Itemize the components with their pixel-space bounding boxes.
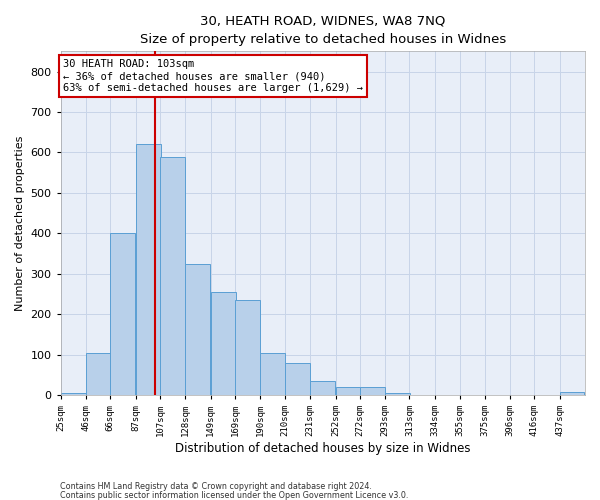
Text: Contains public sector information licensed under the Open Government Licence v3: Contains public sector information licen… [60,490,409,500]
Bar [211,292,236,395]
Title: 30, HEATH ROAD, WIDNES, WA8 7NQ
Size of property relative to detached houses in : 30, HEATH ROAD, WIDNES, WA8 7NQ Size of … [140,15,506,46]
Bar [86,352,111,395]
Bar [160,156,185,395]
Text: 30 HEATH ROAD: 103sqm
← 36% of detached houses are smaller (940)
63% of semi-det: 30 HEATH ROAD: 103sqm ← 36% of detached … [63,60,363,92]
Bar [285,363,310,395]
Text: Contains HM Land Registry data © Crown copyright and database right 2024.: Contains HM Land Registry data © Crown c… [60,482,372,491]
Bar [136,144,161,395]
Bar [360,387,385,395]
Bar [235,300,260,395]
Bar [560,392,584,395]
Bar [385,393,410,395]
X-axis label: Distribution of detached houses by size in Widnes: Distribution of detached houses by size … [175,442,470,455]
Bar [61,393,86,395]
Bar [185,264,210,395]
Y-axis label: Number of detached properties: Number of detached properties [15,136,25,311]
Bar [335,387,361,395]
Bar [310,381,335,395]
Bar [260,352,286,395]
Bar [110,234,135,395]
